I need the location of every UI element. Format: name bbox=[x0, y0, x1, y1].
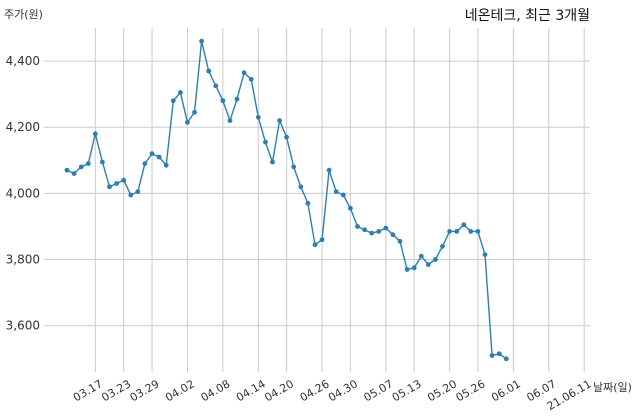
data-point bbox=[418, 253, 424, 259]
data-point bbox=[312, 242, 318, 248]
data-point bbox=[355, 224, 360, 229]
data-point bbox=[404, 267, 410, 272]
data-point bbox=[149, 151, 155, 157]
data-point bbox=[333, 189, 339, 195]
data-point bbox=[248, 76, 254, 82]
data-point bbox=[390, 232, 396, 238]
data-point bbox=[411, 265, 417, 271]
data-point bbox=[291, 164, 297, 170]
data-point bbox=[489, 353, 495, 358]
data-point bbox=[454, 229, 460, 234]
data-point bbox=[397, 238, 403, 244]
y-tick-label: 3,600 bbox=[6, 319, 40, 333]
data-point bbox=[64, 167, 70, 173]
data-point bbox=[433, 257, 438, 262]
x-tick-label: 05.13 bbox=[390, 377, 424, 404]
data-point bbox=[270, 159, 275, 165]
y-tick-label: 4,000 bbox=[6, 186, 40, 200]
y-tick-label: 3,800 bbox=[6, 253, 40, 267]
data-point bbox=[135, 189, 141, 195]
x-tick-label: 03.17 bbox=[71, 377, 105, 404]
data-point bbox=[383, 225, 389, 231]
y-axis-label: 주가(원) bbox=[4, 8, 43, 21]
data-point bbox=[100, 159, 105, 165]
x-tick-label: 04.26 bbox=[298, 377, 332, 404]
x-tick-label: 04.30 bbox=[326, 377, 360, 404]
data-point bbox=[192, 109, 197, 115]
data-point bbox=[326, 167, 332, 173]
data-point bbox=[121, 177, 127, 183]
data-point bbox=[234, 96, 240, 102]
data-point bbox=[369, 230, 375, 236]
data-point bbox=[92, 131, 98, 137]
y-axis-ticks: 3,600 3,800 4,000 4,200 4,400 bbox=[6, 54, 40, 333]
x-tick-label: 05.20 bbox=[425, 377, 459, 404]
x-tick-label: 03.23 bbox=[99, 377, 133, 404]
y-tick-label: 4,400 bbox=[6, 54, 40, 68]
data-point bbox=[348, 205, 353, 211]
data-point bbox=[142, 161, 148, 167]
x-tick-label: 04.20 bbox=[262, 377, 296, 404]
data-point bbox=[425, 262, 431, 267]
data-point bbox=[482, 252, 488, 257]
data-point bbox=[170, 98, 176, 104]
data-point bbox=[71, 171, 77, 176]
data-point bbox=[503, 356, 509, 362]
data-point bbox=[206, 68, 212, 74]
x-tick-label: 05.07 bbox=[362, 377, 396, 404]
data-point bbox=[227, 118, 233, 123]
data-point bbox=[220, 98, 226, 104]
data-point bbox=[178, 90, 183, 95]
data-point bbox=[496, 351, 502, 357]
x-tick-label: 06.01 bbox=[489, 377, 523, 404]
data-point bbox=[163, 162, 169, 168]
x-tick-label: 05.26 bbox=[454, 377, 488, 404]
data-point bbox=[362, 227, 367, 233]
x-tick-label: 04.08 bbox=[199, 377, 233, 404]
data-point bbox=[156, 154, 162, 160]
data-point bbox=[447, 229, 452, 234]
data-point bbox=[340, 192, 346, 198]
data-point bbox=[468, 229, 474, 234]
data-point bbox=[128, 192, 134, 198]
data-point bbox=[284, 134, 289, 140]
data-point bbox=[305, 200, 311, 206]
data-point bbox=[440, 243, 445, 249]
data-point bbox=[85, 161, 91, 167]
data-point bbox=[376, 229, 382, 234]
data-point bbox=[78, 164, 84, 170]
price-series-points bbox=[64, 38, 509, 362]
chart-title: 네온테크, 최근 3개월 bbox=[465, 8, 590, 24]
x-tick-label: 04.14 bbox=[234, 377, 268, 404]
data-point bbox=[199, 38, 205, 44]
x-tick-label: 04.02 bbox=[163, 377, 197, 404]
data-point bbox=[263, 139, 268, 145]
data-point bbox=[277, 118, 282, 123]
data-point bbox=[241, 70, 247, 76]
data-point bbox=[114, 181, 119, 186]
x-tick-label: 03.29 bbox=[128, 377, 162, 404]
data-point bbox=[319, 237, 325, 243]
data-point bbox=[107, 184, 112, 190]
data-point bbox=[255, 114, 261, 120]
data-point bbox=[475, 229, 481, 234]
data-point bbox=[185, 119, 190, 125]
data-point bbox=[298, 184, 304, 190]
data-point bbox=[213, 83, 219, 89]
x-axis-label: 날짜(일) bbox=[593, 380, 632, 394]
chart-grid bbox=[44, 28, 590, 372]
y-tick-label: 4,200 bbox=[6, 120, 40, 134]
data-point bbox=[461, 222, 467, 228]
